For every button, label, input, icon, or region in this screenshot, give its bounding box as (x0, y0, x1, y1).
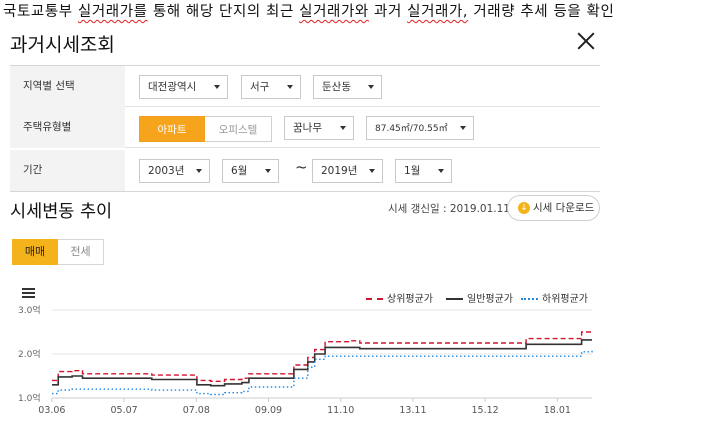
chevron-down-icon (438, 169, 444, 173)
region-row: 지역별 선택 대전광역시 서구 둔산동 (10, 66, 600, 107)
chevron-down-icon (265, 169, 271, 173)
dong-select[interactable]: 둔산동 (313, 75, 382, 99)
y-tick-label: 2.0억 (18, 348, 41, 360)
district-value: 서구 (250, 81, 270, 93)
tab-sale[interactable]: 매매 (12, 239, 58, 265)
dong-value: 둔산동 (322, 81, 351, 93)
start-month-select[interactable]: 6월 (222, 159, 279, 183)
price-trend-chart: 1.0억 2.0억 3.0억 03.06 05.07 07.08 09.09 11.10 13.… (18, 304, 593, 416)
x-tick-label: 05.07 (110, 405, 137, 416)
x-tick-label: 13.11 (399, 405, 426, 416)
trend-title: 시세변동 추이 (10, 202, 113, 222)
chevron-down-icon (369, 169, 375, 173)
x-tick-label: 09.09 (255, 405, 282, 416)
area-select[interactable]: 87.45㎡/70.55㎡ (366, 116, 474, 140)
city-select[interactable]: 대전광역시 (139, 75, 228, 99)
legend-lower-swatch (521, 298, 538, 300)
start-year-value: 2003년 (148, 165, 185, 177)
close-icon[interactable] (575, 30, 597, 52)
end-month-value: 1월 (404, 165, 421, 177)
chevron-down-icon (214, 85, 220, 89)
period-separator: ~ (295, 158, 308, 176)
y-tick-label: 3.0억 (18, 304, 41, 316)
x-tick-label: 07.08 (183, 405, 210, 416)
x-tick-label: 18.01 (544, 405, 571, 416)
series-general-line (52, 339, 592, 387)
legend-general-label: 일반평균가 (467, 294, 513, 305)
housing-label: 주택유형별 (10, 107, 125, 148)
legend-general[interactable]: 일반평균가 (446, 290, 513, 305)
complex-select[interactable]: 꿈나무 (284, 116, 354, 140)
legend-upper[interactable]: 상위평균가 (366, 290, 433, 305)
legend-upper-swatch (366, 298, 383, 300)
period-label: 기간 (10, 150, 125, 191)
type-officetel-button[interactable]: 오피스텔 (205, 116, 272, 142)
legend-general-swatch (446, 298, 463, 300)
chevron-down-icon (287, 85, 293, 89)
district-select[interactable]: 서구 (241, 75, 301, 99)
document-text-part: 통해 해당 단지의 최근 (147, 4, 300, 20)
chevron-down-icon (340, 126, 346, 130)
filter-panel: 지역별 선택 대전광역시 서구 둔산동 주택유형별 아파트 오피스텔 꿈나무 8… (10, 65, 600, 192)
housing-row: 주택유형별 아파트 오피스텔 꿈나무 87.45㎡/70.55㎡ (10, 107, 600, 148)
region-label: 지역별 선택 (10, 66, 125, 107)
legend-upper-label: 상위평균가 (387, 294, 433, 305)
spellcheck-word: 실거래가, (407, 4, 469, 20)
tab-jeonse[interactable]: 전세 (58, 239, 104, 265)
legend-lower[interactable]: 하위평균가 (521, 290, 588, 305)
x-tick-label: 03.06 (38, 405, 65, 416)
complex-value: 꿈나무 (293, 122, 322, 134)
modal-title: 과거시세조회 (10, 34, 115, 56)
y-tick-label: 1.0억 (18, 392, 41, 404)
chevron-down-icon (196, 169, 202, 173)
spellcheck-word: 실거래가를 (77, 4, 148, 20)
spellcheck-word: 실거래가와 (299, 4, 369, 20)
document-text-part: 국토교통부 (3, 4, 78, 20)
series-upper-line (52, 331, 593, 382)
end-year-value: 2019년 (321, 165, 358, 177)
series-lower-line (52, 349, 593, 396)
end-month-select[interactable]: 1월 (395, 159, 452, 183)
type-apartment-button[interactable]: 아파트 (139, 116, 205, 142)
x-tick-label: 11.10 (327, 405, 354, 416)
area-value: 87.45㎡/70.55㎡ (375, 124, 448, 134)
download-button[interactable]: ↓ 시세 다운로드 (507, 195, 600, 221)
end-year-select[interactable]: 2019년 (312, 159, 383, 183)
chevron-down-icon (460, 126, 466, 130)
period-row: 기간 2003년 6월 ~ 2019년 1월 (10, 150, 600, 191)
download-label: 시세 다운로드 (533, 202, 595, 214)
download-icon: ↓ (518, 202, 530, 214)
x-tick-label: 15.12 (472, 405, 499, 416)
legend-lower-label: 하위평균가 (542, 294, 588, 305)
start-month-value: 6월 (231, 165, 248, 177)
chevron-down-icon (368, 85, 374, 89)
update-date: 시세 갱신일 : 2019.01.11 (388, 203, 510, 215)
chart-menu-icon[interactable] (22, 288, 35, 299)
document-text-part: 과거 (368, 4, 408, 20)
document-text-part: 거래량 추세 등을 확인 (468, 4, 615, 20)
start-year-select[interactable]: 2003년 (139, 159, 210, 183)
document-text: 국토교통부 실거래가를 통해 해당 단지의 최근 실거래가와 과거 실거래가, … (0, 0, 720, 26)
city-value: 대전광역시 (148, 81, 197, 93)
